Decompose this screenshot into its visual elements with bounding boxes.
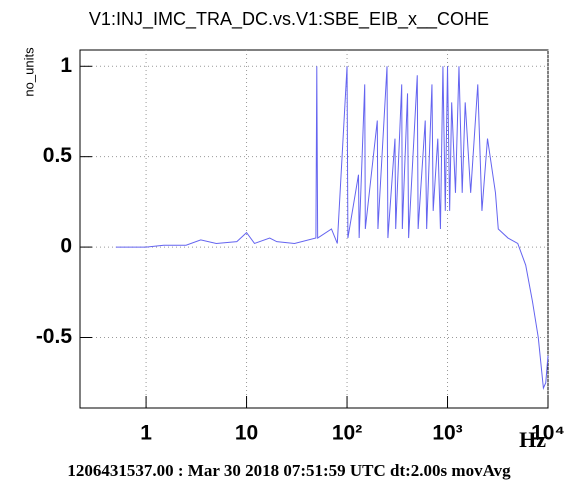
x-axis-label: Hz <box>519 427 546 452</box>
y-tick-label: -0.5 <box>36 325 73 348</box>
x-tick-label: 10⁴ <box>531 422 565 445</box>
x-tick-label: 10 <box>235 422 258 445</box>
chart-title: V1:INJ_IMC_TRA_DC.vs.V1:SBE_EIB_x__COHE <box>89 9 489 30</box>
x-tick-label: 1 <box>140 422 152 445</box>
data-line <box>115 66 549 391</box>
y-tick-label: 0 <box>60 235 72 258</box>
x-tick-label: 10² <box>332 422 362 445</box>
y-axis-label: no_units <box>21 47 36 97</box>
y-tick-label: 0.5 <box>43 144 73 167</box>
x-tick-label: 10³ <box>432 422 462 445</box>
footer: 1206431537.00 : Mar 30 2018 07:51:59 UTC… <box>67 461 511 480</box>
y-tick-label: 1 <box>60 54 72 77</box>
plot-frame <box>79 49 549 409</box>
